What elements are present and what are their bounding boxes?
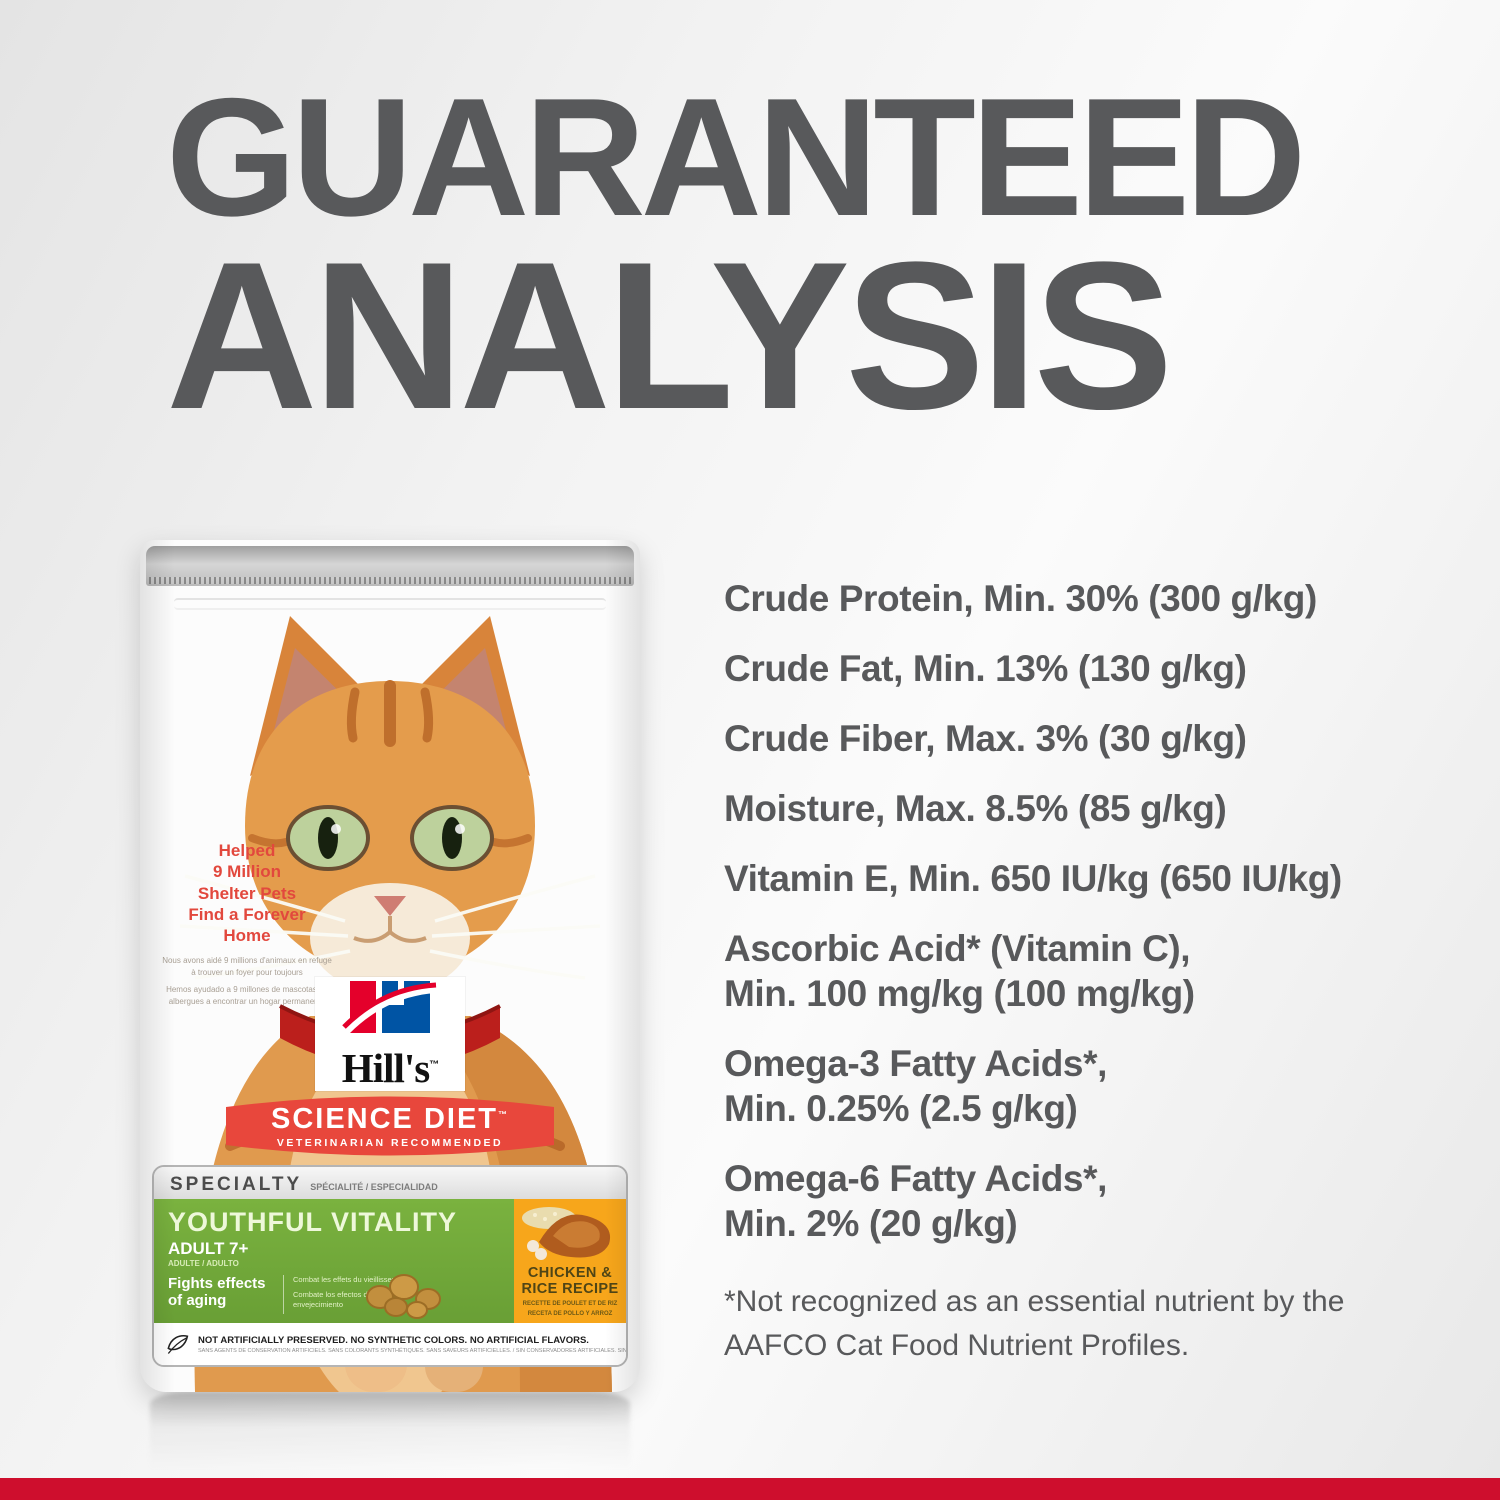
- benefit-divider: [283, 1275, 284, 1315]
- leaf-icon: [167, 1335, 189, 1354]
- benefit-intl: Combat les effets du vieillissement Comb…: [293, 1275, 409, 1314]
- claims-text: NOT ARTIFICIALLY PRESERVED. NO SYNTHETIC…: [198, 1334, 627, 1354]
- red-footer-bar: [0, 1478, 1500, 1500]
- recipe-panel: CHICKEN & RICE RECIPE RECETTE DE POULET …: [514, 1199, 626, 1323]
- benefit-text: Fights effects of aging: [168, 1275, 266, 1310]
- product-card-main: YOUTHFUL VITALITY ADULT 7+ ADULTE / ADUL…: [154, 1199, 626, 1323]
- nutrient-line: Crude Fiber, Max. 3% (30 g/kg): [724, 718, 1247, 759]
- nutrient-list: Crude Protein, Min. 30% (300 g/kg) Crude…: [724, 576, 1494, 1271]
- bag-seal-serration: [149, 577, 631, 584]
- recipe-fr: RECETTE DE POULET ET DE RIZ: [522, 1301, 618, 1308]
- nutrient-line: Min. 100 mg/kg (100 mg/kg): [724, 973, 1195, 1014]
- science-diet-tm: ™: [498, 1109, 510, 1120]
- bag-reflection: [150, 1392, 630, 1478]
- nutrient-item: Omega-6 Fatty Acids*, Min. 2% (20 g/kg): [724, 1156, 1494, 1246]
- specialty-label-intl: SPÉCIALITÉ / ESPECIALIDAD: [310, 1182, 438, 1192]
- science-diet-banner: SCIENCE DIET™ VETERINARIAN RECOMMENDED: [222, 1093, 558, 1159]
- hills-logo: Hill's™: [315, 977, 465, 1091]
- nutrient-line: Crude Fat, Min. 13% (130 g/kg): [724, 648, 1247, 689]
- claims-strip: NOT ARTIFICIALLY PRESERVED. NO SYNTHETIC…: [154, 1323, 626, 1365]
- nutrient-line: Vitamin E, Min. 650 IU/kg (650 IU/kg): [724, 858, 1342, 899]
- shelter-line: Helped: [218, 841, 276, 860]
- recipe-name: CHICKEN & RICE RECIPE: [514, 1265, 626, 1297]
- product-bag: Helped 9 Million Shelter Pets Find a For…: [140, 540, 640, 1392]
- benefit-fr: Combat les effets du vieillissement: [293, 1275, 409, 1284]
- product-name: YOUTHFUL VITALITY: [168, 1207, 457, 1237]
- recipe-line: RICE RECIPE: [521, 1281, 619, 1298]
- nutrient-line: Ascorbic Acid* (Vitamin C),: [724, 928, 1191, 969]
- hills-name: Hill's: [341, 1045, 430, 1091]
- shelter-claim: Helped 9 Million Shelter Pets Find a For…: [162, 840, 332, 1008]
- footnote-line: *Not recognized as an essential nutrient…: [724, 1285, 1345, 1318]
- nutrient-line: Omega-6 Fatty Acids*,: [724, 1158, 1107, 1199]
- product-age: ADULT 7+: [168, 1239, 249, 1258]
- recipe-es: RECETA DE POLLO Y ARROZ: [527, 1310, 613, 1317]
- shelter-claim-fr: Nous avons aidé 9 millions d'animaux en …: [162, 956, 332, 977]
- specialty-band: SPECIALTY SPÉCIALITÉ / ESPECIALIDAD: [154, 1167, 626, 1199]
- nutrient-item: Moisture, Max. 8.5% (85 g/kg): [724, 786, 1494, 831]
- recipe-line: CHICKEN &: [527, 1265, 613, 1281]
- claims-main: NOT ARTIFICIALLY PRESERVED. NO SYNTHETIC…: [198, 1334, 589, 1346]
- product-age-intl: ADULTE / ADULTO: [168, 1259, 239, 1268]
- vet-recommended-label: VETERINARIAN RECOMMENDED: [276, 1137, 504, 1149]
- nutrient-line: Omega-3 Fatty Acids*,: [724, 1043, 1107, 1084]
- nutrient-item: Vitamin E, Min. 650 IU/kg (650 IU/kg): [724, 856, 1494, 901]
- youthful-vitality-panel: YOUTHFUL VITALITY ADULT 7+ ADULTE / ADUL…: [154, 1199, 514, 1323]
- nutrient-item: Crude Fiber, Max. 3% (30 g/kg): [724, 716, 1494, 761]
- shelter-line: Shelter Pets: [197, 883, 297, 903]
- product-card: SPECIALTY SPÉCIALITÉ / ESPECIALIDAD YOUT…: [152, 1165, 628, 1367]
- page-title-line1: GUARANTEED: [166, 63, 1306, 251]
- nutrient-line: Min. 2% (20 g/kg): [724, 1203, 1018, 1244]
- aafco-footnote: *Not recognized as an essential nutrient…: [724, 1280, 1464, 1368]
- hills-wordmark: Hill's™: [315, 1048, 465, 1089]
- science-diet-label: SCIENCE DIET: [270, 1103, 499, 1135]
- shelter-line: Find a Forever: [188, 904, 306, 924]
- science-diet-ribbon-shape: [226, 1096, 554, 1156]
- shelter-claim-es: Hemos ayudado a 9 millones de mascotas e…: [166, 985, 328, 1007]
- hills-logo-mark: [342, 981, 437, 1033]
- chicken-drumstick-icon: [522, 1207, 611, 1260]
- nutrient-line: Min. 0.25% (2.5 g/kg): [724, 1088, 1078, 1129]
- footnote-line: AAFCO Cat Food Nutrient Profiles.: [724, 1329, 1190, 1362]
- nutrient-line: Moisture, Max. 8.5% (85 g/kg): [724, 788, 1227, 829]
- benefit-row: Fights effects of aging Combat les effet…: [168, 1275, 514, 1315]
- nutrient-item: Omega-3 Fatty Acids*, Min. 0.25% (2.5 g/…: [724, 1041, 1494, 1131]
- claims-intl: SANS AGENTS DE CONSERVATION ARTIFICIELS.…: [198, 1347, 627, 1354]
- nutrient-item: Ascorbic Acid* (Vitamin C), Min. 100 mg/…: [724, 926, 1494, 1016]
- nutrient-line: Crude Protein, Min. 30% (300 g/kg): [724, 578, 1317, 619]
- bag-seal-strip: [146, 546, 634, 586]
- shelter-line: 9 Million: [213, 862, 281, 882]
- hills-tm: ™: [429, 1059, 439, 1071]
- science-diet-name: SCIENCE DIET™: [222, 1103, 558, 1136]
- page-title: GUARANTEED ANALYSIS: [166, 63, 1306, 454]
- specialty-label: SPECIALTY: [170, 1174, 303, 1195]
- benefit-es: Combate los efectos del envejecimiento: [293, 1289, 374, 1309]
- page-title-line2: ANALYSIS: [166, 218, 1174, 454]
- recipe-intl: RECETTE DE POULET ET DE RIZ RECETA DE PO…: [514, 1300, 626, 1319]
- nutrient-item: Crude Protein, Min. 30% (300 g/kg): [724, 576, 1494, 621]
- science-diet-text: SCIENCE DIET™ VETERINARIAN RECOMMENDED: [222, 1093, 558, 1159]
- kibble-icon: [366, 1274, 441, 1319]
- nutrient-item: Crude Fat, Min. 13% (130 g/kg): [724, 646, 1494, 691]
- shelter-claim-text: Helped 9 Million Shelter Pets Find a For…: [162, 840, 332, 946]
- bag-ziplock: [174, 598, 606, 610]
- shelter-line: Home: [223, 926, 271, 945]
